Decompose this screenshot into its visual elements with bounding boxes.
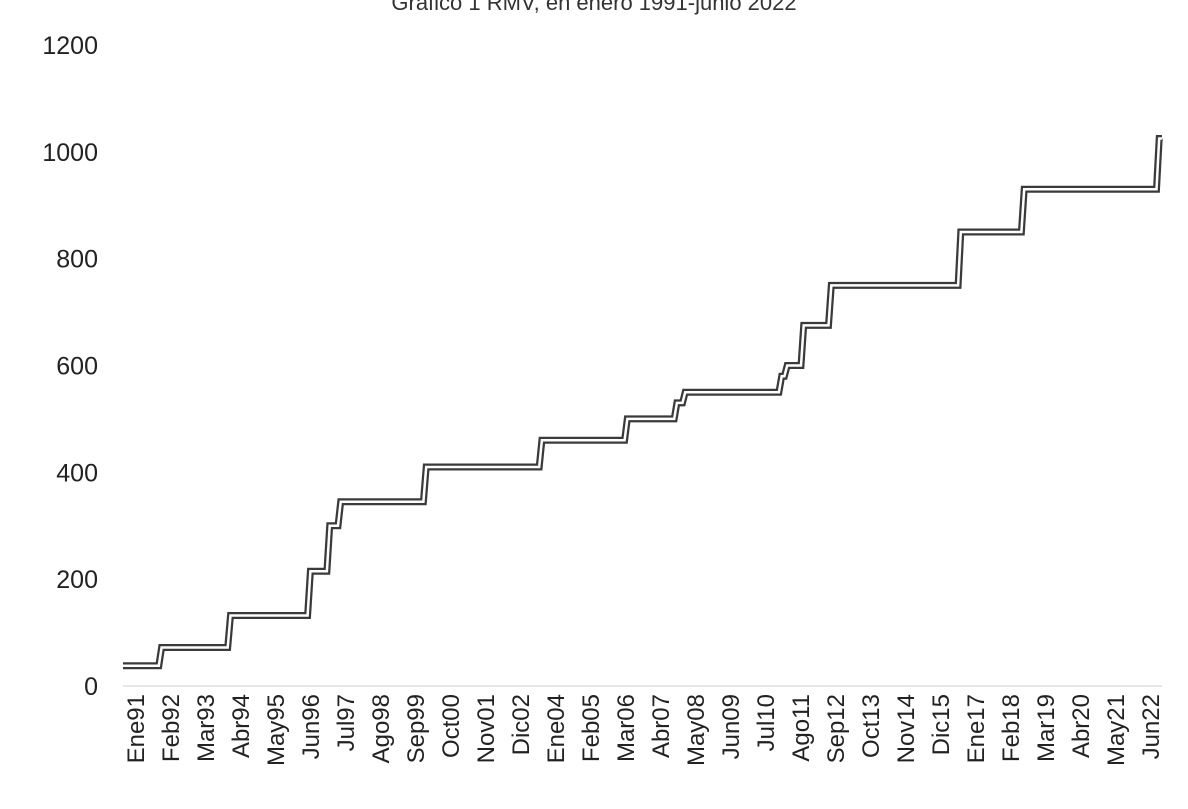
x-tick-label: Mar93 [193, 694, 220, 762]
x-tick-label: Sep12 [823, 694, 850, 763]
y-tick-label: 1000 [42, 139, 98, 167]
x-tick-label: Jun22 [1138, 694, 1165, 759]
series-line [123, 135, 1163, 670]
x-tick-label: Oct00 [438, 694, 465, 758]
x-tick-label: Ene91 [123, 694, 150, 763]
x-tick-label: Dic02 [508, 694, 535, 755]
x-tick-label: Jun09 [718, 694, 745, 759]
x-tick-label: Ago11 [788, 694, 815, 762]
plot-area [123, 135, 1163, 670]
x-tick-label: Jun96 [298, 694, 325, 759]
x-tick-label: Mar19 [1033, 694, 1060, 762]
x-tick-label: Ago98 [368, 694, 395, 763]
y-tick-label: 400 [56, 459, 98, 487]
x-tick-label: Sep99 [403, 694, 430, 763]
y-tick-label: 200 [56, 566, 98, 594]
x-tick-label: May08 [683, 694, 710, 766]
y-tick-label: 0 [84, 673, 98, 701]
x-tick-label: Abr20 [1068, 694, 1095, 758]
x-tick-label: Ene04 [543, 694, 570, 763]
x-tick-label: Nov01 [473, 694, 500, 763]
x-tick-label: Dic15 [928, 694, 955, 755]
x-tick-label: Nov14 [893, 694, 920, 763]
x-tick-label: Feb92 [158, 694, 185, 762]
y-axis: 0 200 400 600 800 1000 1200 [42, 32, 98, 701]
y-tick-label: 800 [56, 246, 98, 274]
x-axis: Ene91 Feb92 Mar93 Abr94 May95 Jun96 Jul97 Ago98… [123, 685, 1165, 766]
x-tick-label: May95 [263, 694, 290, 766]
x-tick-label: Jul97 [333, 694, 360, 751]
x-tick-label: Abr94 [228, 694, 255, 758]
x-tick-label: Feb18 [998, 694, 1025, 762]
chart-title: Gráfico 1 RMV, en enero 1991-junio 2022 [391, 0, 797, 15]
y-tick-label: 1200 [42, 32, 98, 60]
series-line-highlight [123, 137, 1162, 667]
x-tick-label: Feb05 [578, 694, 605, 762]
x-tick-label: Abr07 [648, 694, 675, 758]
x-tick-label: May21 [1103, 694, 1130, 766]
x-tick-label: Jul10 [753, 694, 780, 751]
x-tick-label: Mar06 [613, 694, 640, 762]
y-tick-label: 600 [56, 353, 98, 381]
x-tick-label: Ene17 [963, 694, 990, 763]
x-tick-label: Oct13 [858, 694, 885, 758]
